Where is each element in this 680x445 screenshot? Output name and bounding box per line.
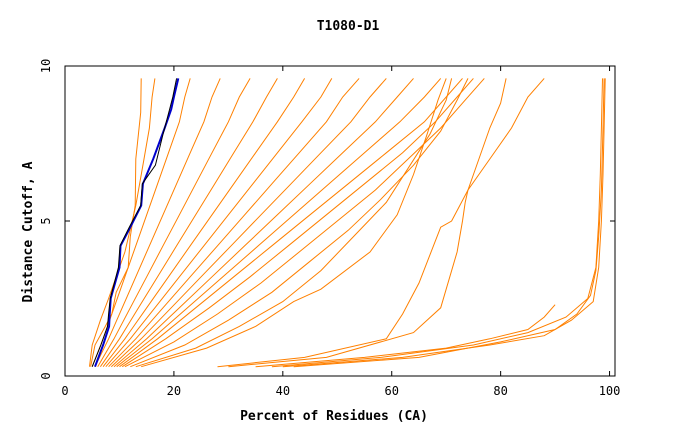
- series-line-3-model: [89, 78, 156, 367]
- series-line-24-model: [282, 78, 606, 368]
- y-tick-label-1: 5: [39, 217, 53, 224]
- x-axis-label: Percent of Residues (CA): [240, 409, 428, 424]
- series-line-25-model: [293, 78, 605, 368]
- series-line-13-model: [116, 78, 442, 368]
- series-layer: [89, 78, 606, 368]
- x-tick-label-1: 20: [167, 384, 181, 398]
- series-line-7-model: [99, 78, 278, 367]
- series-line-11-model: [110, 78, 387, 368]
- series-line-14-model: [119, 78, 463, 368]
- series-line-8-model: [102, 78, 306, 368]
- series-line-23-model: [271, 78, 603, 368]
- series-line-12-model: [113, 78, 414, 368]
- y-tick-label-2: 10: [39, 59, 53, 73]
- series-line-15-model: [121, 78, 474, 368]
- x-tick-label-3: 60: [385, 384, 399, 398]
- y-tick-label-0: 0: [39, 372, 53, 379]
- x-tick-label-0: 0: [61, 384, 68, 398]
- series-line-6-model: [97, 78, 251, 367]
- x-tick-label-4: 80: [493, 384, 507, 398]
- series-line-22-model: [255, 304, 556, 368]
- plot-frame: [64, 65, 616, 377]
- series-line-0-highlight: [94, 78, 180, 368]
- series-line-19-model: [141, 78, 447, 368]
- series-line-9-model: [105, 78, 333, 368]
- x-tick-label-5: 100: [599, 384, 621, 398]
- tick-layer: 0 20 40 60 80 100 0 5 10: [39, 59, 620, 398]
- x-tick-label-2: 40: [276, 384, 290, 398]
- series-line-17-model: [130, 78, 469, 368]
- series-line-20-model: [217, 78, 545, 368]
- series-line-18-model: [135, 78, 453, 368]
- series-line-16-model: [124, 78, 485, 368]
- series-line-5-model: [94, 78, 221, 367]
- series-line-1-reference: [91, 78, 178, 367]
- y-axis-label: Distance Cutoff, A: [21, 161, 36, 302]
- series-line-10-model: [108, 78, 360, 368]
- series-line-21-model: [228, 78, 507, 368]
- chart-title: T1080-D1: [317, 19, 380, 34]
